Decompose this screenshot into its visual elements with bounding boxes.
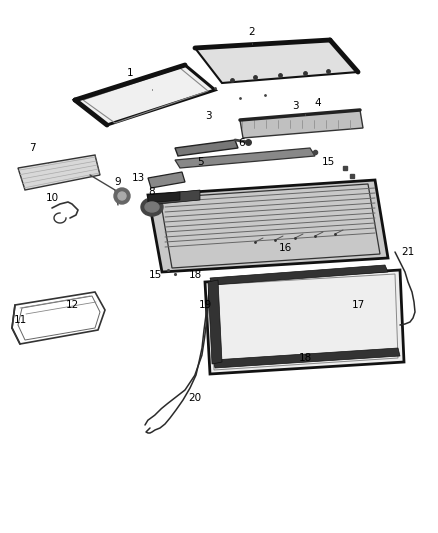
Polygon shape bbox=[175, 148, 315, 168]
Text: 17: 17 bbox=[351, 300, 364, 310]
Text: 6: 6 bbox=[239, 138, 245, 148]
Polygon shape bbox=[18, 155, 100, 190]
Polygon shape bbox=[195, 40, 358, 83]
Text: 18: 18 bbox=[188, 270, 201, 280]
Text: 20: 20 bbox=[188, 393, 201, 403]
Polygon shape bbox=[213, 348, 400, 368]
Text: 4: 4 bbox=[314, 98, 321, 108]
Text: 8: 8 bbox=[148, 187, 155, 197]
Polygon shape bbox=[75, 65, 215, 125]
Circle shape bbox=[118, 192, 126, 200]
Ellipse shape bbox=[145, 202, 159, 212]
Polygon shape bbox=[148, 190, 200, 205]
Text: 1: 1 bbox=[127, 68, 133, 78]
Polygon shape bbox=[208, 280, 222, 364]
Text: 3: 3 bbox=[292, 101, 298, 111]
Polygon shape bbox=[148, 180, 388, 272]
Polygon shape bbox=[148, 192, 180, 203]
Text: 5: 5 bbox=[197, 157, 203, 167]
Text: 18: 18 bbox=[298, 353, 311, 363]
Text: 15: 15 bbox=[148, 270, 162, 280]
Text: 11: 11 bbox=[14, 315, 27, 325]
Polygon shape bbox=[148, 172, 185, 188]
Text: 3: 3 bbox=[205, 111, 211, 121]
Polygon shape bbox=[240, 110, 363, 138]
Text: 10: 10 bbox=[46, 193, 59, 203]
Text: 7: 7 bbox=[28, 143, 35, 153]
Text: 13: 13 bbox=[131, 173, 145, 183]
Ellipse shape bbox=[141, 198, 163, 216]
Polygon shape bbox=[205, 270, 404, 374]
Text: 2: 2 bbox=[249, 27, 255, 37]
Text: 19: 19 bbox=[198, 300, 212, 310]
Text: 15: 15 bbox=[321, 157, 335, 167]
Circle shape bbox=[114, 188, 130, 204]
Polygon shape bbox=[175, 140, 238, 156]
Text: 9: 9 bbox=[115, 177, 121, 187]
Polygon shape bbox=[210, 265, 388, 285]
Text: 12: 12 bbox=[65, 300, 79, 310]
Text: 16: 16 bbox=[279, 243, 292, 253]
Text: 21: 21 bbox=[401, 247, 415, 257]
